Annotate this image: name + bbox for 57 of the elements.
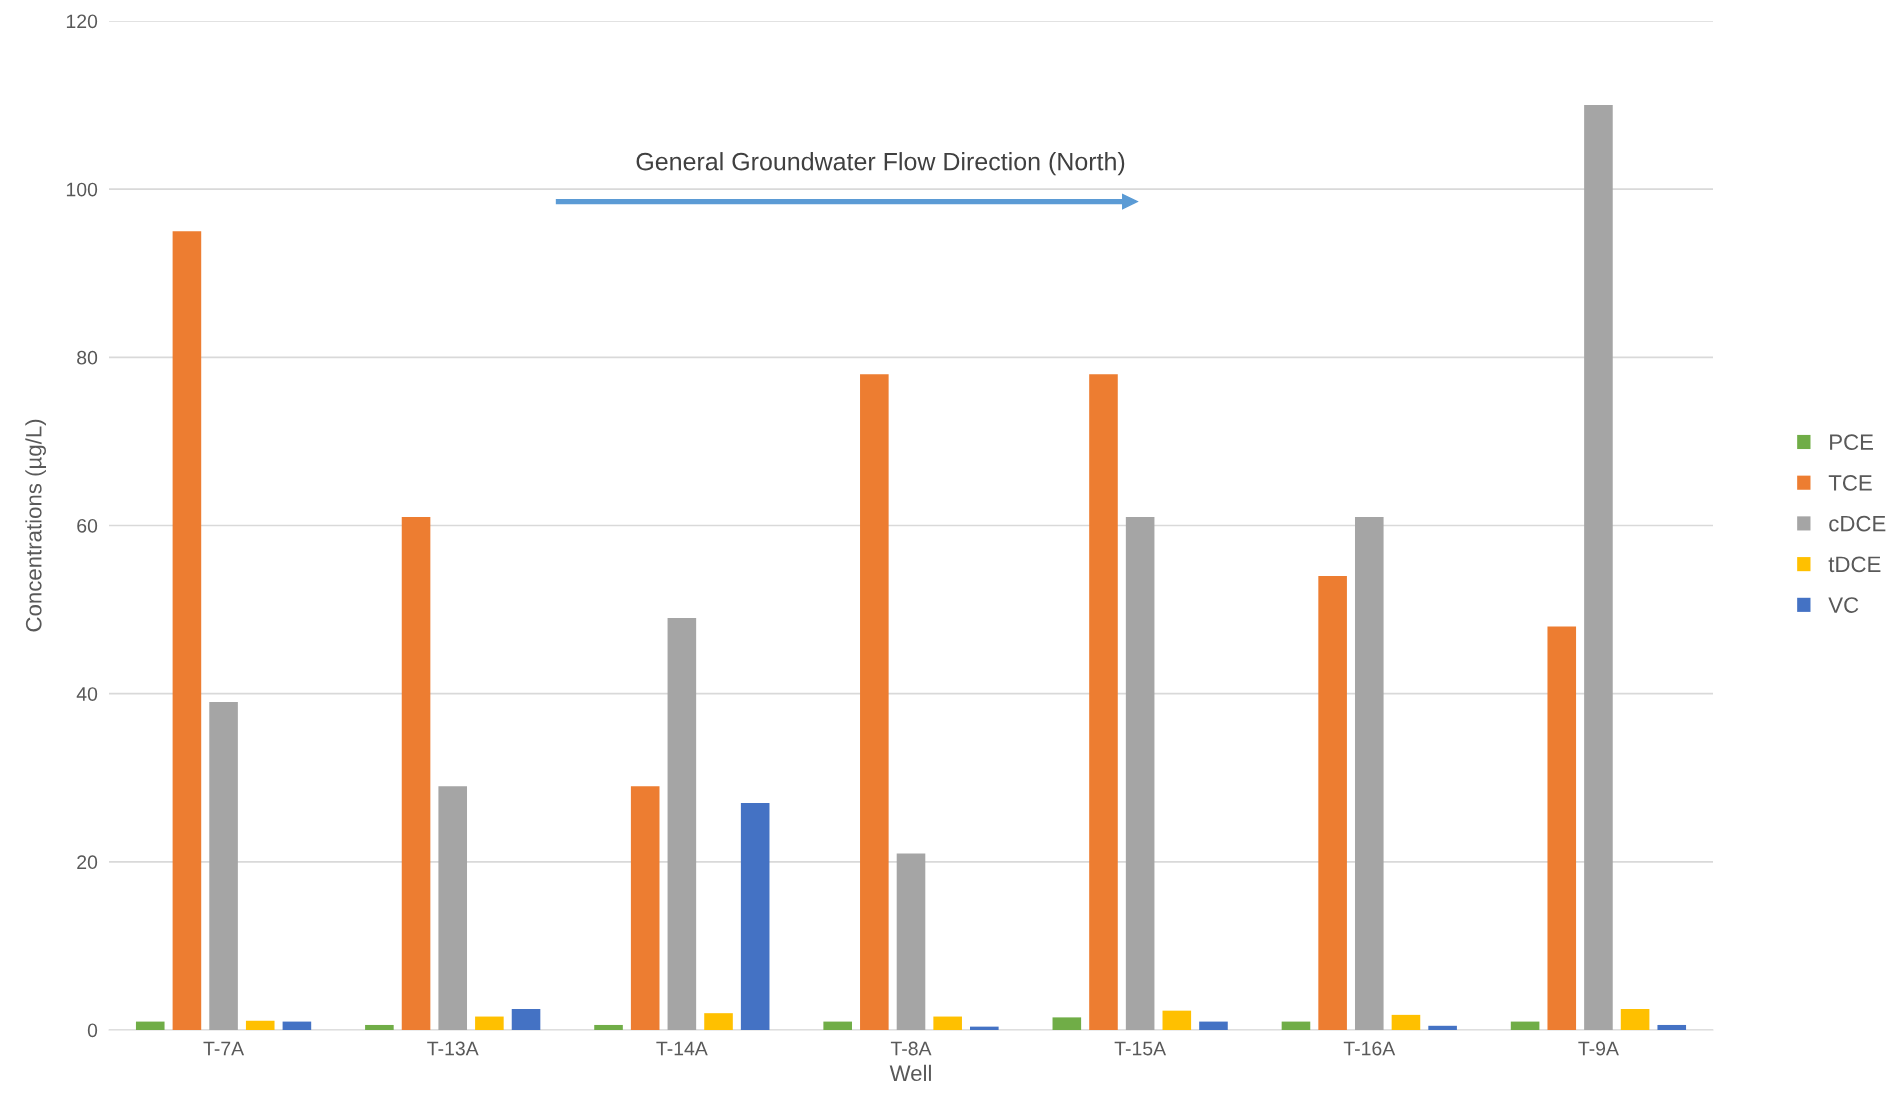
- bar: [1281, 1021, 1311, 1030]
- y-tick-label: 60: [77, 518, 98, 533]
- legend-label: tDCE: [1828, 556, 1881, 573]
- bar: [630, 786, 660, 1030]
- legend-label: cDCE: [1829, 515, 1886, 532]
- bar: [365, 1024, 394, 1030]
- bar: [1125, 517, 1155, 1030]
- bar: [1354, 517, 1384, 1030]
- bar: [823, 1021, 852, 1030]
- x-tick-label: T-15A: [1114, 1041, 1167, 1056]
- annotation: General Groundwater Flow Direction (North): [636, 152, 1125, 176]
- bar: [438, 786, 468, 1030]
- legend-label: PCE: [1830, 434, 1874, 451]
- bar: [172, 231, 202, 1030]
- legend-label: VC: [1828, 597, 1859, 613]
- bar: [401, 517, 431, 1030]
- y-tick-label: 80: [77, 350, 98, 365]
- bar: [135, 1021, 165, 1030]
- x-axis-title: Well: [889, 1064, 931, 1082]
- y-axis-title: Concentrations (µg/L): [25, 419, 47, 632]
- x-tick-label: T-16A: [1343, 1041, 1396, 1056]
- bar: [1620, 1008, 1650, 1030]
- x-tick-label: T-8A: [890, 1041, 932, 1056]
- bar: [1428, 1025, 1457, 1030]
- y-tick-label: 0: [87, 1023, 98, 1038]
- bar: [933, 1016, 962, 1030]
- bar: [896, 853, 926, 1030]
- bar: [740, 802, 770, 1030]
- bar: [1089, 374, 1118, 1030]
- y-tick-label: 20: [77, 855, 98, 870]
- bar: [1510, 1021, 1540, 1030]
- y-tick-label: 100: [66, 182, 98, 197]
- bar: [209, 702, 238, 1030]
- bar: [1657, 1024, 1687, 1030]
- bar: [475, 1016, 504, 1030]
- x-tick-label: T-14A: [656, 1041, 708, 1056]
- y-tick-label: 40: [76, 687, 98, 701]
- bar: [1391, 1014, 1421, 1030]
- x-tick-label: T-7A: [203, 1041, 245, 1056]
- bar: [1052, 1017, 1082, 1030]
- bar: [1162, 1010, 1192, 1030]
- bar: [860, 374, 889, 1030]
- bar: [245, 1020, 275, 1030]
- bar: [667, 617, 697, 1030]
- bar: [511, 1008, 541, 1030]
- x-tick-label: T-13A: [427, 1041, 479, 1056]
- y-tick-label: 120: [66, 14, 98, 29]
- bar: [1199, 1021, 1228, 1030]
- bar: [282, 1021, 312, 1030]
- legend-label: TCE: [1828, 475, 1872, 491]
- x-tick-label: T-9A: [1578, 1041, 1619, 1056]
- bar: [1584, 105, 1613, 1030]
- bar: [704, 1013, 733, 1030]
- bar: [970, 1026, 999, 1030]
- bar: [1547, 626, 1577, 1030]
- bar: [1318, 575, 1347, 1030]
- bar: [594, 1024, 623, 1030]
